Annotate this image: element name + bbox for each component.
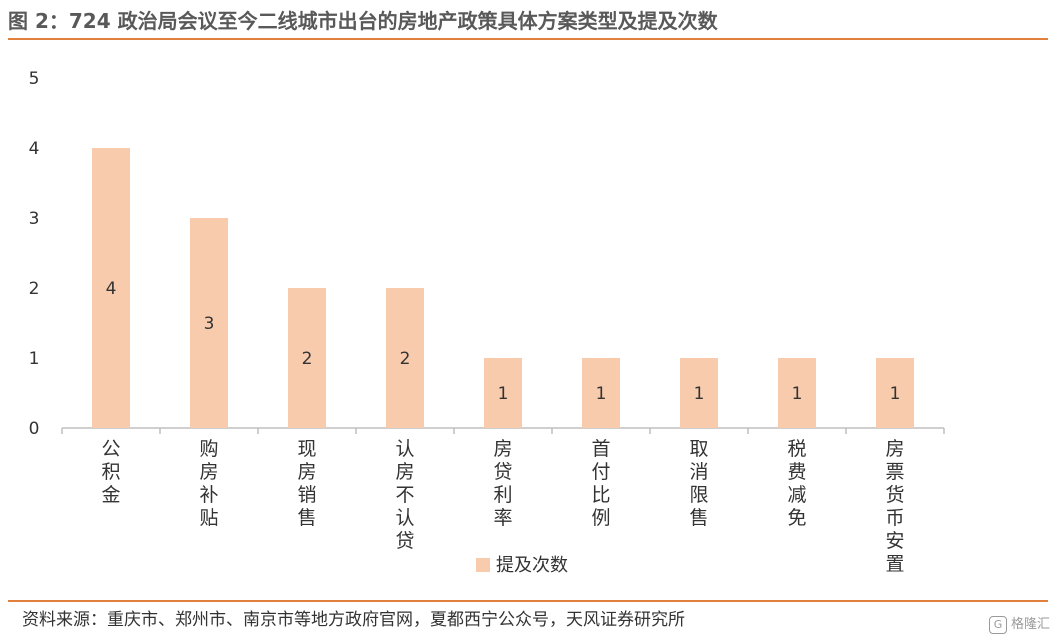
category-labels-group: 公积金 购房补贴 现房销售 认房不认贷 房贷利率 首付比例 取消限售 税费减免 房票货币安置: [101, 438, 904, 575]
data-labels-group: 4 3 2 2 1 1 1 1 1: [106, 279, 901, 404]
data-label-3: 2: [400, 349, 411, 369]
data-label-4: 1: [498, 384, 509, 404]
category-label-6: 取消限售: [689, 438, 708, 529]
bar-5: [582, 358, 620, 428]
bar-3: [386, 288, 424, 428]
chart-title: 图 2：724 政治局会议至今二线城市出台的房地产政策具体方案类型及提及次数: [8, 9, 718, 33]
y-tick-label-1: 1: [29, 349, 40, 369]
category-label-7: 税费减免: [787, 438, 806, 529]
bar-chart: 0 1 2 3 4 5 4 3 2 2 1 1 1 1 1 公积金 购房补贴 现房销售 认房不认贷 房贷利率 首付比…: [29, 69, 945, 576]
legend-swatch: [476, 558, 490, 572]
data-label-5: 1: [596, 384, 607, 404]
y-tick-label-2: 2: [29, 279, 40, 299]
category-label-2: 现房销售: [297, 438, 316, 529]
bar-6: [680, 358, 718, 428]
y-axis-ticks: 0 1 2 3 4 5: [29, 69, 40, 439]
y-tick-label-3: 3: [29, 209, 40, 229]
category-label-0: 公积金: [101, 438, 120, 506]
x-axis-tick-marks: [61, 428, 945, 434]
bar-7: [778, 358, 816, 428]
category-label-5: 首付比例: [591, 438, 610, 529]
category-label-1: 购房补贴: [199, 438, 218, 529]
bar-2: [288, 288, 326, 428]
watermark: G 格隆汇: [988, 614, 1050, 636]
category-label-4: 房贷利率: [493, 438, 512, 529]
data-label-0: 4: [106, 279, 117, 299]
y-tick-label-5: 5: [29, 69, 40, 89]
title-divider: [8, 38, 1048, 40]
source-note: 资料来源：重庆市、郑州市、南京市等地方政府官网，夏都西宁公众号，天风证券研究所: [22, 610, 685, 630]
data-label-8: 1: [890, 384, 901, 404]
watermark-text: 格隆汇: [1010, 617, 1050, 632]
y-tick-label-0: 0: [29, 419, 40, 439]
bar-1: [190, 218, 228, 428]
category-label-8: 房票货币安置: [885, 438, 904, 575]
bar-4: [484, 358, 522, 428]
data-label-6: 1: [694, 384, 705, 404]
legend-label: 提及次数: [496, 555, 568, 576]
watermark-logo-icon: G: [988, 616, 1007, 634]
bar-8: [876, 358, 914, 428]
bars-group: [92, 148, 914, 428]
data-label-1: 3: [204, 314, 215, 334]
category-label-3: 认房不认贷: [395, 438, 414, 552]
y-tick-label-4: 4: [29, 139, 40, 159]
source-divider: [8, 600, 1048, 602]
data-label-7: 1: [792, 384, 803, 404]
data-label-2: 2: [302, 349, 313, 369]
bar-0: [92, 148, 130, 428]
legend: 提及次数: [476, 555, 568, 576]
